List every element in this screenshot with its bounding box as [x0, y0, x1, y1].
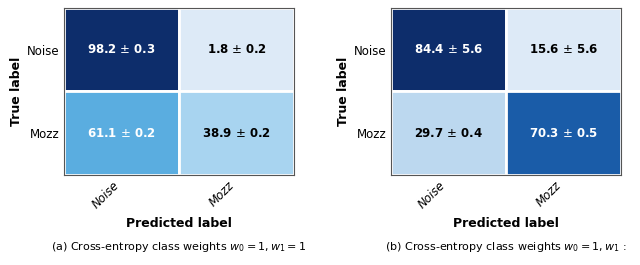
Text: 61.1 $\pm$ 0.2: 61.1 $\pm$ 0.2: [88, 127, 156, 140]
Bar: [179, 8, 294, 91]
Text: 38.9 $\pm$ 0.2: 38.9 $\pm$ 0.2: [202, 127, 271, 140]
Bar: [64, 91, 179, 175]
Y-axis label: True label: True label: [10, 57, 23, 126]
Text: 98.2 $\pm$ 0.3: 98.2 $\pm$ 0.3: [87, 43, 156, 56]
Text: 70.3 $\pm$ 0.5: 70.3 $\pm$ 0.5: [529, 127, 598, 140]
Text: 1.8 $\pm$ 0.2: 1.8 $\pm$ 0.2: [207, 43, 266, 56]
Text: (a) Cross-entropy class weights $w_0 = 1, w_1 = 1$: (a) Cross-entropy class weights $w_0 = 1…: [51, 240, 307, 254]
X-axis label: Predicted label: Predicted label: [453, 217, 559, 230]
Bar: [506, 8, 621, 91]
Bar: [179, 91, 294, 175]
Text: (b) Cross-entropy class weights $w_0 = 1, w_1$ :: (b) Cross-entropy class weights $w_0 = 1…: [385, 240, 627, 254]
Text: 15.6 $\pm$ 5.6: 15.6 $\pm$ 5.6: [529, 43, 598, 56]
X-axis label: Predicted label: Predicted label: [126, 217, 232, 230]
Text: 84.4 $\pm$ 5.6: 84.4 $\pm$ 5.6: [413, 43, 483, 56]
Bar: [506, 91, 621, 175]
Bar: [64, 8, 179, 91]
Y-axis label: True label: True label: [337, 57, 349, 126]
Text: 29.7 $\pm$ 0.4: 29.7 $\pm$ 0.4: [413, 127, 483, 140]
Bar: [390, 91, 506, 175]
Bar: [390, 8, 506, 91]
